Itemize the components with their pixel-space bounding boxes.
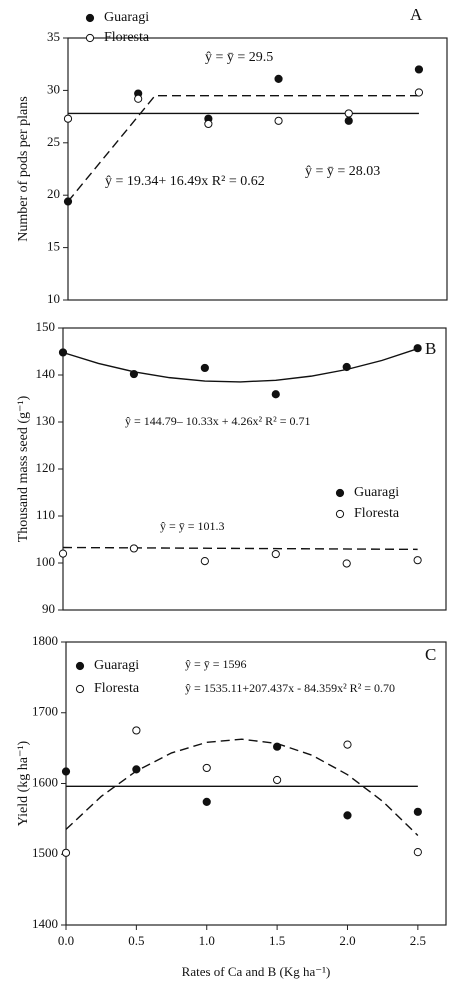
data-point: [414, 65, 424, 74]
x-tick-label: 1.5: [269, 933, 285, 948]
data-point: [274, 74, 283, 83]
data-point: [63, 114, 73, 123]
annotation: ŷ = ȳ = 29.5: [205, 50, 273, 65]
legend-label: Guaragi: [94, 658, 139, 673]
data-point: [413, 344, 422, 353]
y-tick-label: 15: [47, 239, 60, 254]
data-point: [413, 848, 422, 857]
legend-label: Guaragi: [354, 485, 399, 500]
data-point: [342, 362, 351, 372]
y-tick-label: 10: [47, 291, 60, 306]
data-point: [271, 549, 280, 559]
y-tick-label: 140: [36, 366, 56, 381]
y-tick-label: 20: [47, 186, 60, 201]
data-point: [132, 765, 141, 774]
data-point: [61, 848, 71, 857]
plot-frame: [62, 327, 447, 611]
y-tick-label: 100: [36, 554, 56, 569]
legend-marker: [335, 509, 345, 519]
data-point: [61, 767, 71, 776]
y-tick-label: 1400: [32, 916, 58, 931]
y-axis-label: Thousand mass seed (g⁻¹): [16, 395, 31, 542]
data-point: [274, 116, 283, 125]
y-axis-label: Number of pods per plans: [16, 96, 31, 241]
data-point: [343, 740, 352, 749]
fit-line: [67, 94, 419, 202]
y-axis-label: Yield (kg ha⁻¹): [16, 740, 31, 826]
legend-label: Floresta: [94, 681, 140, 696]
panel-label: A: [410, 5, 423, 24]
fit-line: [62, 348, 418, 383]
x-axis-label: Rates of Ca and B (Kg ha⁻¹): [182, 964, 331, 979]
data-point: [414, 88, 424, 97]
data-point: [58, 348, 68, 357]
data-point: [273, 775, 282, 785]
legend-marker: [335, 488, 345, 498]
y-tick-label: 130: [36, 413, 56, 428]
data-point: [200, 557, 209, 566]
y-tick-label: 1700: [32, 704, 58, 719]
annotation: ŷ = ȳ = 101.3: [160, 519, 225, 533]
data-point: [58, 549, 68, 558]
data-point: [202, 763, 211, 773]
data-point: [202, 797, 211, 806]
data-point: [129, 544, 139, 553]
fit-line: [65, 738, 419, 837]
y-tick-label: 1600: [32, 774, 58, 789]
legend-marker: [75, 684, 85, 694]
data-point: [344, 116, 353, 125]
y-tick-label: 25: [47, 134, 60, 149]
data-point: [271, 390, 280, 399]
y-tick-label: 30: [47, 81, 60, 96]
data-point: [342, 559, 351, 568]
legend-label: Floresta: [104, 30, 150, 45]
x-tick-label: 2.5: [410, 933, 426, 948]
data-point: [204, 119, 213, 129]
y-tick-label: 1800: [32, 633, 58, 648]
annotation: ŷ = 1535.11+207.437x - 84.359x² R² = 0.7…: [185, 681, 395, 695]
y-tick-label: 1500: [32, 845, 58, 860]
y-tick-label: 35: [47, 29, 60, 44]
legend-marker: [85, 33, 95, 43]
annotation: ŷ = ȳ = 1596: [185, 657, 247, 671]
data-point: [200, 363, 209, 373]
annotation: ŷ = ȳ = 28.03: [305, 164, 380, 179]
y-tick-label: 150: [36, 319, 56, 334]
plot-frame: [67, 37, 448, 301]
data-point: [63, 197, 73, 206]
data-point: [344, 109, 353, 118]
data-point: [413, 556, 422, 565]
legend-marker: [85, 13, 95, 23]
x-tick-label: 0.0: [58, 933, 74, 948]
data-point: [343, 811, 352, 820]
x-tick-label: 1.0: [199, 933, 215, 948]
x-tick-label: 2.0: [339, 933, 355, 948]
y-tick-label: 90: [42, 601, 55, 616]
annotation: ŷ = 19.34+ 16.49x R² = 0.62: [105, 174, 265, 189]
legend-marker: [75, 661, 85, 671]
fit-line: [62, 546, 418, 551]
data-point: [134, 94, 143, 103]
panel-label: C: [425, 645, 436, 664]
data-point: [273, 742, 282, 751]
legend-label: Guaragi: [104, 10, 149, 25]
panel-label: B: [425, 339, 436, 358]
data-point: [129, 369, 139, 379]
y-tick-label: 120: [36, 460, 56, 475]
legend-label: Floresta: [354, 506, 400, 521]
data-point: [413, 807, 422, 816]
data-point: [132, 726, 141, 735]
annotation: ŷ = 144.79– 10.33x + 4.26x² R² = 0.71: [125, 414, 311, 428]
y-tick-label: 110: [36, 507, 55, 522]
x-tick-label: 0.5: [128, 933, 144, 948]
